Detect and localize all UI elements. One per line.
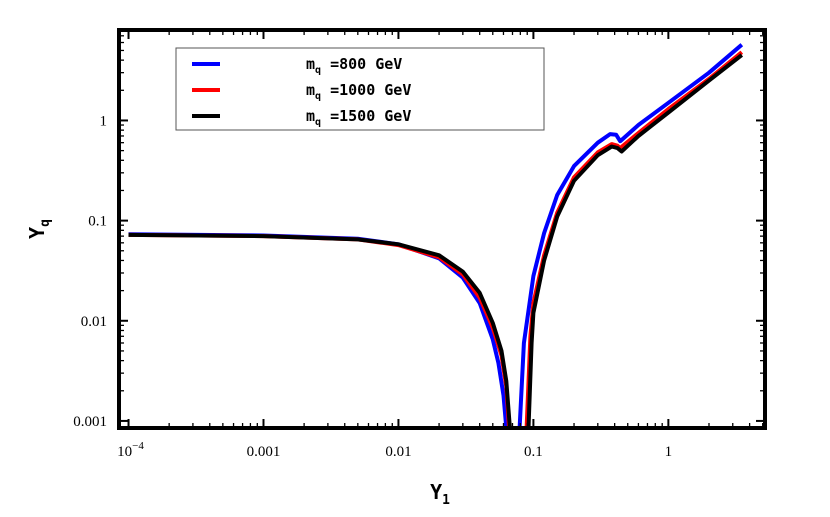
y-tick-label: 0.001 [73,414,107,430]
plot-frame [117,28,767,430]
axes: 10−4 0.001 0.01 0.1 1 0.001 0.01 0.1 1 Y1 Yq [25,28,767,508]
series-1-line-2 [517,43,744,429]
series-layer [128,43,744,429]
y-tick-label: 1 [100,113,108,129]
legend-label-3: mq =1500 GeV [306,107,411,128]
legend-box [175,47,545,131]
legend-label-2: mq =1000 GeV [306,81,411,102]
y-axis-title: Yq [25,219,53,239]
x-tick-label: 0.01 [385,444,411,460]
legend-label-1: mq =800 GeV [306,55,402,76]
x-tick-label: 0.1 [524,444,543,460]
series-3-line-2 [526,53,744,429]
x-tick-label: 0.001 [247,444,281,460]
x-tick-label: 1 [665,444,673,460]
x-tick-label: 10−4 [117,440,144,460]
series-3 [128,53,744,429]
y-tick-label: 0.01 [81,314,107,330]
series-3-line-1 [128,232,512,429]
x-axis-title: Y1 [430,480,450,508]
y-tick-label: 0.1 [88,214,107,230]
legend: mq =800 GeV mq =1000 GeV mq =1500 GeV [175,47,545,131]
